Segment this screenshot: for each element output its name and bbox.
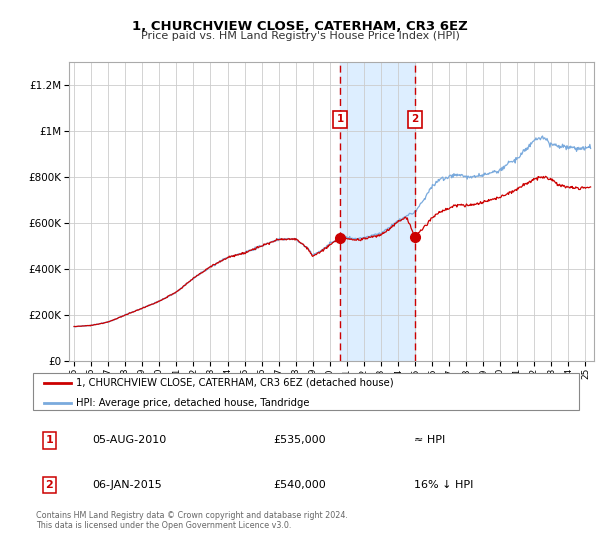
Text: 2: 2 xyxy=(46,480,53,489)
Text: 16% ↓ HPI: 16% ↓ HPI xyxy=(414,480,473,489)
Text: 1, CHURCHVIEW CLOSE, CATERHAM, CR3 6EZ (detached house): 1, CHURCHVIEW CLOSE, CATERHAM, CR3 6EZ (… xyxy=(77,377,394,388)
FancyBboxPatch shape xyxy=(34,373,579,410)
Text: £540,000: £540,000 xyxy=(274,480,326,489)
Text: 2: 2 xyxy=(412,114,419,124)
Text: Contains HM Land Registry data © Crown copyright and database right 2024.
This d: Contains HM Land Registry data © Crown c… xyxy=(36,511,348,530)
Text: Price paid vs. HM Land Registry's House Price Index (HPI): Price paid vs. HM Land Registry's House … xyxy=(140,31,460,41)
Text: 1, CHURCHVIEW CLOSE, CATERHAM, CR3 6EZ: 1, CHURCHVIEW CLOSE, CATERHAM, CR3 6EZ xyxy=(132,20,468,32)
Text: ≈ HPI: ≈ HPI xyxy=(414,436,445,445)
Text: 06-JAN-2015: 06-JAN-2015 xyxy=(92,480,163,489)
Bar xyxy=(340,62,415,361)
Text: 1: 1 xyxy=(337,114,344,124)
Text: £535,000: £535,000 xyxy=(274,436,326,445)
Text: 05-AUG-2010: 05-AUG-2010 xyxy=(92,436,167,445)
Text: 1: 1 xyxy=(46,436,53,445)
Text: HPI: Average price, detached house, Tandridge: HPI: Average price, detached house, Tand… xyxy=(77,398,310,408)
